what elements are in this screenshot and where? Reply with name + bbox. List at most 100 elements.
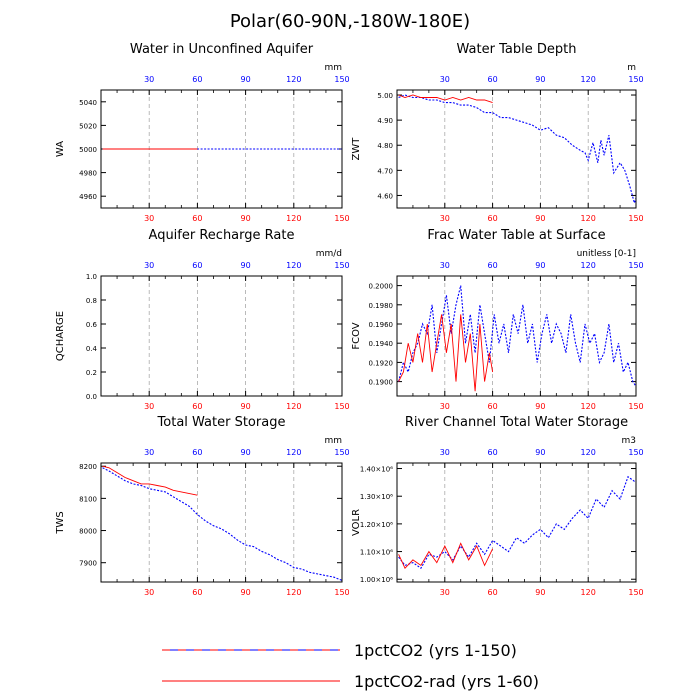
y-tick-label: 5040: [79, 99, 97, 107]
y-tick-label: 0.1980: [369, 302, 394, 310]
x-tick-label-bottom: 120: [581, 402, 596, 411]
y-axis-label: QCHARGE: [55, 311, 66, 361]
x-tick-label-bottom: 60: [488, 402, 498, 411]
x-tick-label-bottom: 60: [192, 588, 202, 597]
x-tick-label-top: 90: [535, 75, 545, 84]
x-tick-label-top: 150: [334, 261, 349, 270]
x-tick-label-top: 150: [334, 75, 349, 84]
panel-4: Frac Water Table at Surface unitless [0-1…: [351, 228, 644, 411]
panel-title: Aquifer Recharge Rate: [149, 228, 295, 243]
y-tick-label: 5000: [79, 146, 97, 154]
y-tick-label: 0.1960: [369, 321, 394, 329]
y-tick-label: 1.0: [86, 273, 97, 281]
x-tick-label-top: 150: [628, 261, 643, 270]
x-tick-label-top: 60: [192, 75, 202, 84]
plot-frame: [396, 89, 637, 209]
x-tick-label-bottom: 90: [241, 214, 251, 223]
panel-6: River Channel Total Water Storage m3 VOLR 3…: [351, 415, 644, 597]
y-tick-label: 7900: [79, 560, 97, 568]
x-tick-label-bottom: 150: [628, 214, 643, 223]
panel-units: mm: [324, 436, 342, 446]
plot-frame: [100, 462, 343, 583]
x-tick-label-top: 60: [192, 448, 202, 457]
x-tick-label-bottom: 60: [488, 214, 498, 223]
legend: 1pctCO2 (yrs 1-150) 1pctCO2-rad (yrs 1-6…: [162, 641, 539, 691]
x-tick-label-bottom: 90: [535, 214, 545, 223]
x-tick-label-bottom: 150: [628, 402, 643, 411]
x-tick-label-top: 120: [286, 261, 301, 270]
series-1-line: [398, 285, 636, 387]
x-tick-label-bottom: 30: [440, 214, 450, 223]
y-tick-label: 1.20×10⁶: [360, 521, 393, 529]
panel-title: Water in Unconfined Aquifer: [130, 42, 314, 57]
x-tick-label-bottom: 30: [144, 402, 154, 411]
y-tick-label: 4960: [79, 193, 97, 201]
plot-frame: [396, 462, 637, 583]
y-tick-label: 0.8: [86, 297, 97, 305]
y-tick-label: 4.60: [377, 192, 393, 200]
x-tick-label-top: 120: [581, 75, 596, 84]
y-tick-label: 4.80: [377, 142, 393, 150]
y-axis-label: VOLR: [351, 509, 362, 536]
panel-3: Aquifer Recharge Rate mm/d QCHARGE 30 30 60 60…: [55, 228, 350, 411]
y-axis-label: TWS: [55, 511, 66, 534]
y-tick-label: 0.4: [86, 345, 98, 353]
x-tick-label-top: 60: [192, 261, 202, 270]
x-tick-label-top: 120: [581, 448, 596, 457]
x-tick-label-bottom: 120: [286, 214, 301, 223]
x-tick-label-top: 60: [488, 75, 498, 84]
y-tick-label: 0.1900: [369, 379, 394, 387]
x-tick-label-top: 30: [144, 261, 154, 270]
y-tick-label: 1.30×10⁶: [360, 493, 393, 501]
series-2-line: [398, 314, 494, 392]
y-axis-label: WA: [55, 141, 66, 157]
y-tick-label: 8000: [79, 528, 97, 536]
panel-5: Total Water Storage mm TWS 30 30 60 60 90 90 120 1…: [55, 415, 350, 597]
x-tick-label-bottom: 150: [334, 402, 349, 411]
x-tick-label-top: 60: [488, 261, 498, 270]
y-axis-label: ZWT: [351, 137, 362, 161]
y-tick-label: 0.6: [86, 321, 98, 329]
x-tick-label-bottom: 120: [581, 214, 596, 223]
y-tick-label: 4980: [79, 170, 97, 178]
panel-units: m: [627, 63, 636, 73]
x-tick-label-bottom: 120: [286, 588, 301, 597]
y-tick-label: 1.00×10⁶: [360, 576, 393, 584]
y-tick-label: 0.2: [86, 369, 97, 377]
y-tick-label: 0.1940: [369, 340, 394, 348]
y-tick-label: 4.70: [377, 167, 393, 175]
series-1-line: [102, 467, 342, 581]
panel-units: unitless [0-1]: [577, 249, 636, 259]
x-tick-label-bottom: 150: [334, 214, 349, 223]
y-tick-label: 5020: [79, 122, 97, 130]
panel-title: Water Table Depth: [457, 42, 577, 57]
x-tick-label-bottom: 30: [440, 588, 450, 597]
y-tick-label: 0.0: [86, 393, 97, 401]
y-tick-label: 5.00: [377, 92, 393, 100]
figure-title: Polar(60-90N,-180W-180E): [230, 11, 470, 32]
x-tick-label-top: 90: [535, 261, 545, 270]
x-tick-label-top: 120: [286, 75, 301, 84]
x-tick-label-top: 30: [440, 448, 450, 457]
x-tick-label-top: 60: [488, 448, 498, 457]
x-tick-label-top: 30: [440, 261, 450, 270]
series-2-line: [398, 542, 494, 569]
y-tick-label: 4.90: [377, 117, 393, 125]
panel-title: River Channel Total Water Storage: [405, 415, 628, 430]
series-2-line: [398, 94, 493, 104]
x-tick-label-top: 90: [241, 261, 251, 270]
x-tick-label-bottom: 120: [286, 402, 301, 411]
y-tick-label: 0.2000: [369, 283, 394, 291]
x-tick-label-top: 150: [628, 75, 643, 84]
plot-frame: [100, 89, 343, 209]
x-tick-label-top: 90: [535, 448, 545, 457]
panel-title: Frac Water Table at Surface: [427, 228, 605, 243]
y-tick-label: 1.40×10⁶: [360, 466, 393, 474]
legend-label-series-1: 1pctCO2 (yrs 1-150): [354, 641, 517, 660]
x-tick-label-bottom: 90: [535, 588, 545, 597]
legend-label-series-2: 1pctCO2-rad (yrs 1-60): [354, 672, 539, 691]
x-tick-label-bottom: 120: [581, 588, 596, 597]
x-tick-label-bottom: 90: [241, 402, 251, 411]
series-2-line: [102, 465, 198, 496]
